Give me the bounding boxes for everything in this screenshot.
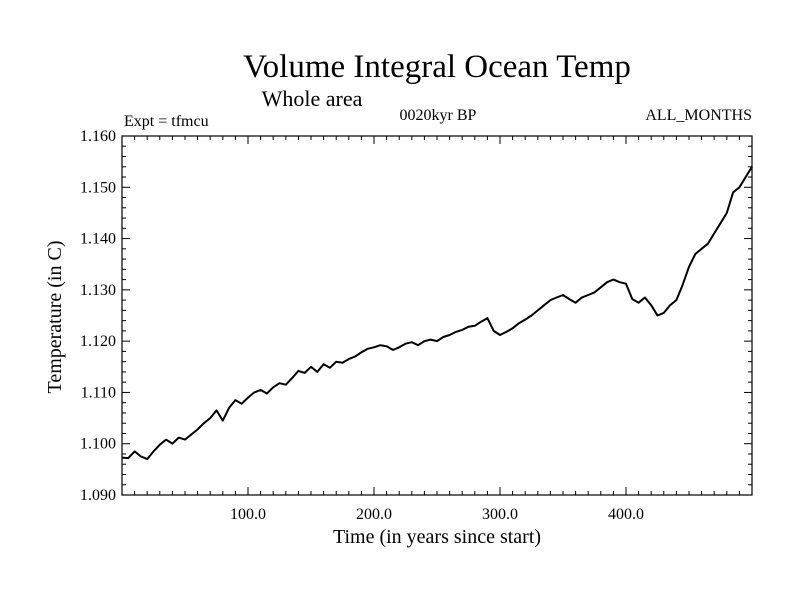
- plot-area: 100.0 200.0 300.0 400.0 1.090 1.100 1.110 1.120…: [80, 128, 753, 523]
- y-tick-label: 1.110: [81, 384, 116, 401]
- x-tick-label: 200.0: [356, 506, 392, 523]
- x-axis-label: Time (in years since start): [333, 526, 541, 548]
- period-label: 0020kyr BP: [400, 107, 477, 124]
- chart-subtitle: Whole area: [262, 86, 363, 111]
- chart-title: Volume Integral Ocean Temp: [243, 49, 631, 85]
- months-label: ALL_MONTHS: [645, 107, 752, 124]
- y-tick-label: 1.130: [80, 282, 116, 299]
- y-tick-label: 1.150: [80, 179, 116, 196]
- x-tick-label: 300.0: [482, 506, 518, 523]
- x-tick-label: 100.0: [230, 506, 266, 523]
- y-tick-label: 1.090: [80, 487, 116, 504]
- y-tick-label: 1.140: [80, 231, 116, 248]
- temperature-series-line: [121, 166, 753, 461]
- y-tick-label: 1.100: [80, 436, 116, 453]
- x-tick-label: 400.0: [608, 506, 644, 523]
- y-tick-label: 1.120: [80, 333, 116, 350]
- y-axis-label: Temperature (in C): [44, 241, 66, 394]
- experiment-label: Expt = tfmcu: [124, 113, 209, 130]
- y-tick-label: 1.160: [80, 128, 116, 145]
